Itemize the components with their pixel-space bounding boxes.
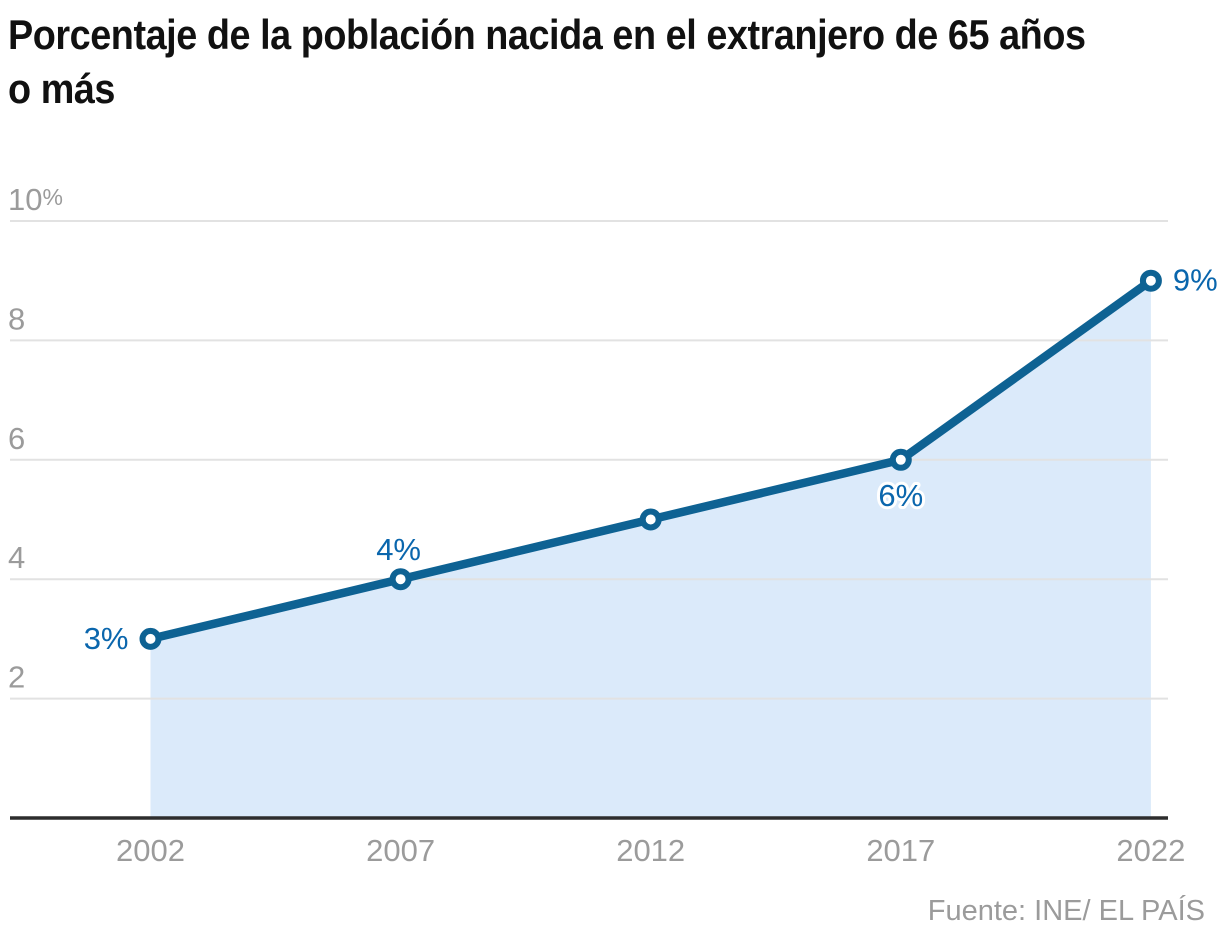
- data-point-marker: [389, 568, 412, 591]
- y-tick-label: 10%: [8, 182, 63, 217]
- data-point-marker: [1139, 269, 1162, 292]
- x-tick-label: 2017: [866, 833, 935, 868]
- data-point-label: 6%: [878, 478, 923, 513]
- y-tick-label: 4: [8, 540, 25, 575]
- data-point-marker: [639, 508, 662, 531]
- y-tick-label: 8: [8, 301, 25, 336]
- x-tick-label: 2007: [366, 833, 435, 868]
- data-point-marker: [889, 448, 912, 471]
- data-point-label: 4%: [376, 532, 421, 567]
- chart-title: Porcentaje de la población nacida en el …: [8, 11, 1086, 112]
- x-tick-label: 2002: [116, 833, 185, 868]
- source-credit: Fuente: INE/ EL PAÍS: [927, 895, 1205, 927]
- data-point-marker: [139, 627, 162, 650]
- y-tick-label: 6: [8, 421, 25, 456]
- data-point-label: 9%: [1173, 263, 1218, 298]
- data-point-label: 3%: [84, 621, 129, 656]
- y-tick-label: 2: [8, 660, 25, 695]
- area-fill: [150, 280, 1151, 818]
- x-tick-label: 2012: [616, 833, 685, 868]
- x-tick-label: 2022: [1116, 833, 1185, 868]
